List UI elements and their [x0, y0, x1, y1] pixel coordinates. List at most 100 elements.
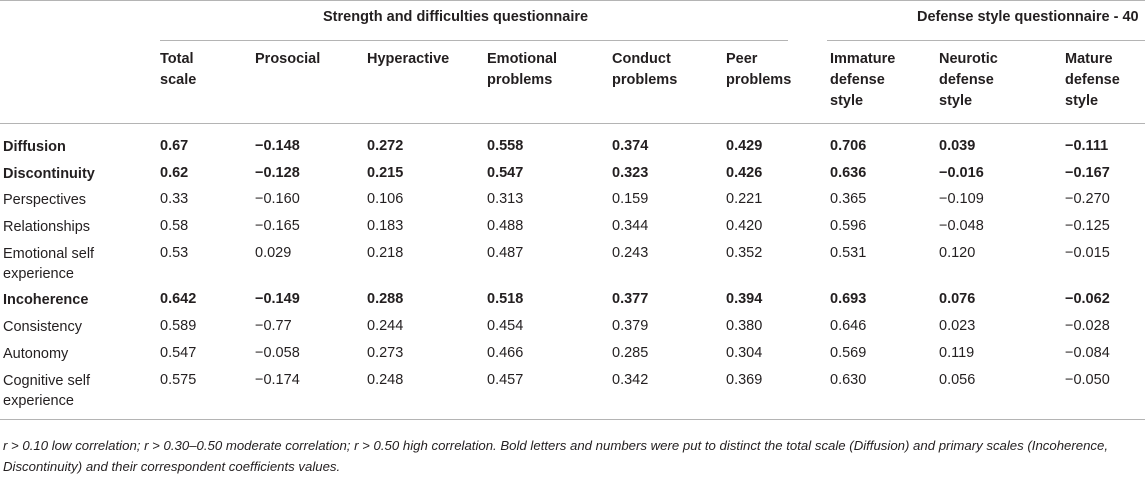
- table-cell: 0.457: [487, 372, 524, 388]
- row-label: Relationships: [3, 219, 91, 235]
- table-cell: 0.023: [939, 318, 976, 334]
- table-cell: 0.076: [939, 291, 976, 307]
- table-cell: 0.58: [160, 218, 189, 234]
- table-cell: 0.374: [612, 138, 649, 154]
- table-cell: 0.342: [612, 372, 649, 388]
- table-cell: 0.218: [367, 245, 404, 261]
- table-cell: 0.646: [830, 318, 867, 334]
- table-cell: 0.379: [612, 318, 649, 334]
- col-header-hyperactive: Hyperactive: [367, 51, 450, 67]
- table-cell: −0.111: [1065, 138, 1109, 154]
- table-cell: 0.518: [487, 291, 524, 307]
- table-cell: 0.575: [160, 372, 197, 388]
- table-footnote: r > 0.10 low correlation; r > 0.30–0.50 …: [3, 438, 1109, 474]
- table-cell: 0.352: [726, 245, 763, 261]
- table-cell: 0.630: [830, 372, 867, 388]
- table-cell: −0.125: [1065, 218, 1110, 234]
- table-cell: 0.365: [830, 191, 867, 207]
- col-header-total-scale: Total scale: [160, 51, 197, 88]
- table-cell: 0.243: [612, 245, 649, 261]
- table-cell: 0.285: [612, 345, 649, 361]
- table-cell: −0.167: [1065, 165, 1110, 181]
- table-cell: 0.466: [487, 345, 524, 361]
- header-bottom-rule: [0, 123, 1145, 124]
- row-label: Cognitive self experience: [3, 373, 91, 409]
- group-rule-sdq: [160, 40, 788, 41]
- table-cell: 0.569: [830, 345, 867, 361]
- table-cell: 0.039: [939, 138, 976, 154]
- table-cell: 0.029: [255, 245, 292, 261]
- col-header-prosocial: Prosocial: [255, 51, 321, 67]
- col-header-immature-defense: Immature defense style: [830, 51, 896, 109]
- table-cell: 0.454: [487, 318, 524, 334]
- row-label: Perspectives: [3, 192, 87, 208]
- row-label: Diffusion: [3, 139, 66, 155]
- table-cell: −0.165: [255, 218, 300, 234]
- table-cell: 0.558: [487, 138, 524, 154]
- row-label: Consistency: [3, 319, 82, 335]
- table-cell: −0.050: [1065, 372, 1110, 388]
- table-cell: 0.531: [830, 245, 867, 261]
- table-cell: 0.106: [367, 191, 404, 207]
- col-header-peer-problems: Peer problems: [726, 51, 792, 88]
- col-header-emotional-problems: Emotional problems: [487, 51, 558, 88]
- table-cell: 0.272: [367, 138, 404, 154]
- table-cell: 0.636: [830, 165, 867, 181]
- col-header-neurotic-defense: Neurotic defense style: [939, 51, 998, 109]
- table-cell: 0.244: [367, 318, 404, 334]
- table-cell: 0.369: [726, 372, 763, 388]
- col-header-mature-defense: Mature defense style: [1065, 51, 1120, 109]
- table-cell: 0.377: [612, 291, 649, 307]
- row-label: Discontinuity: [3, 166, 95, 182]
- table-cell: 0.426: [726, 165, 763, 181]
- table-cell: 0.056: [939, 372, 976, 388]
- table-cell: −0.048: [939, 218, 984, 234]
- table-cell: 0.706: [830, 138, 867, 154]
- table-cell: 0.273: [367, 345, 404, 361]
- table-cell: 0.344: [612, 218, 649, 234]
- table-cell: −0.174: [255, 372, 300, 388]
- table-cell: −0.028: [1065, 318, 1110, 334]
- table-cell: −0.77: [255, 318, 292, 334]
- table-cell: 0.547: [160, 345, 197, 361]
- group-title-dsq: Defense style questionnaire - 40: [917, 9, 1139, 25]
- group-title-sdq: Strength and difficulties questionnaire: [323, 9, 589, 25]
- table-bottom-rule: [0, 419, 1145, 420]
- table-cell: 0.67: [160, 138, 189, 154]
- table-cell: 0.488: [487, 218, 524, 234]
- table-cell: 0.288: [367, 291, 404, 307]
- table-cell: 0.642: [160, 291, 197, 307]
- table-cell: −0.109: [939, 191, 984, 207]
- row-label: Incoherence: [3, 292, 89, 308]
- table-cell: 0.394: [726, 291, 763, 307]
- row-label: Emotional self experience: [3, 246, 95, 282]
- table-cell: 0.547: [487, 165, 524, 181]
- table-cell: −0.148: [255, 138, 300, 154]
- table-cell: −0.016: [939, 165, 984, 181]
- table-cell: 0.119: [939, 345, 975, 361]
- table-cell: 0.215: [367, 165, 404, 181]
- col-header-conduct-problems: Conduct problems: [612, 51, 678, 88]
- table-cell: 0.248: [367, 372, 404, 388]
- table-cell: −0.149: [255, 291, 300, 307]
- table-cell: −0.270: [1065, 191, 1110, 207]
- table-body: Diffusion 0.67 −0.148 0.272 0.558 0.374 0.429 0…: [3, 138, 1110, 409]
- table-cell: −0.084: [1065, 345, 1110, 361]
- table-cell: −0.058: [255, 345, 300, 361]
- table-cell: 0.183: [367, 218, 404, 234]
- table-cell: 0.487: [487, 245, 524, 261]
- table-cell: 0.313: [487, 191, 524, 207]
- table-cell: 0.53: [160, 245, 189, 261]
- table-cell: −0.160: [255, 191, 300, 207]
- table-cell: 0.62: [160, 165, 189, 181]
- table-cell: −0.015: [1065, 245, 1110, 261]
- table-cell: 0.420: [726, 218, 763, 234]
- table-cell: 0.323: [612, 165, 649, 181]
- table-top-rule: [0, 0, 1145, 1]
- table-cell: 0.429: [726, 138, 763, 154]
- table-cell: 0.380: [726, 318, 763, 334]
- table-cell: 0.589: [160, 318, 197, 334]
- table-cell: 0.159: [612, 191, 649, 207]
- table-cell: −0.128: [255, 165, 300, 181]
